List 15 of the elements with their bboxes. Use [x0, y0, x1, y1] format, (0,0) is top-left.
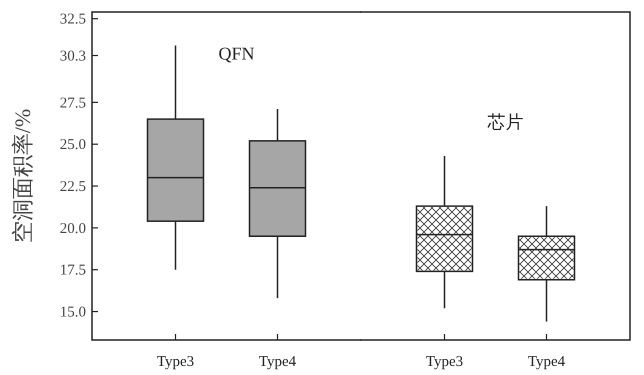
- x-tick-label: Type4: [258, 354, 297, 370]
- y-tick-label: 20.0: [60, 220, 86, 237]
- y-tick-label: 25.0: [60, 137, 86, 154]
- y-tick-label: 22.5: [60, 179, 86, 196]
- y-tick-label: 30.3: [60, 48, 86, 65]
- x-tick-label: Type3: [156, 354, 194, 370]
- y-tick-label: 27.5: [60, 95, 86, 112]
- text: 芯片: [486, 112, 524, 132]
- y-tick-label: 15.0: [60, 304, 86, 321]
- x-tick-label: Type4: [528, 354, 566, 370]
- y-tick-label: 32.5: [60, 12, 86, 28]
- x-tick-label: Type3: [426, 354, 464, 370]
- text: QFN: [218, 43, 255, 64]
- y-tick-label: 17.5: [60, 262, 86, 279]
- y-axis-title: 空洞面积率/%: [10, 108, 35, 244]
